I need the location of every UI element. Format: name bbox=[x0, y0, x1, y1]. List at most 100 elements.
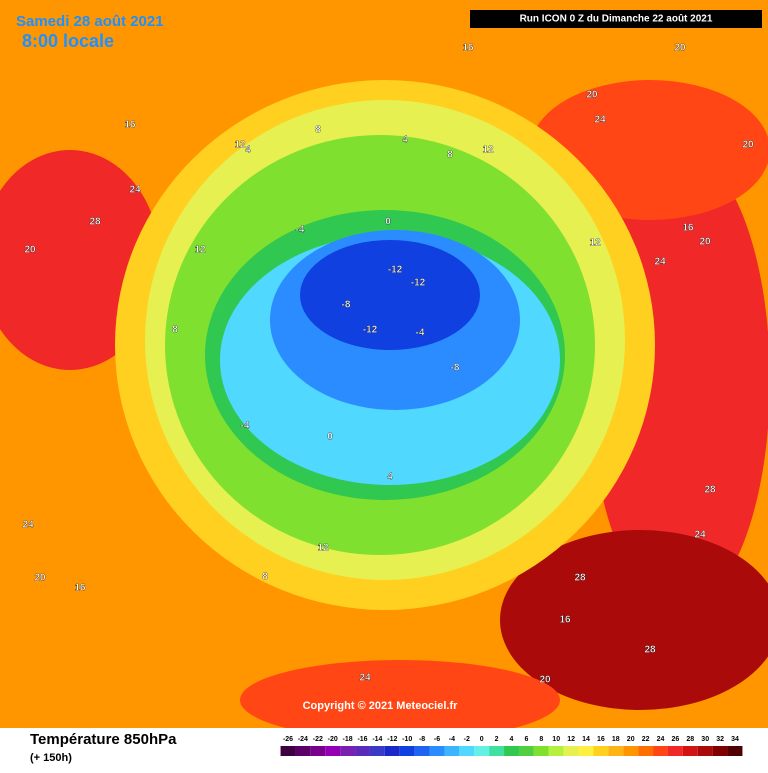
copyright: Copyright © 2021 Meteociel.fr bbox=[303, 700, 459, 712]
isotherm-label: 12 bbox=[482, 145, 494, 156]
isotherm-label: 16 bbox=[682, 223, 694, 234]
scale-swatch bbox=[623, 746, 639, 756]
scale-swatch bbox=[310, 746, 326, 756]
scale-tick-label: 16 bbox=[597, 736, 605, 743]
scale-tick-label: 0 bbox=[480, 736, 484, 743]
scale-swatch bbox=[518, 746, 534, 756]
scale-swatch bbox=[593, 746, 609, 756]
isotherm-label: 24 bbox=[22, 520, 34, 531]
run-banner bbox=[470, 10, 762, 28]
scale-swatch bbox=[340, 746, 356, 756]
scale-swatch bbox=[682, 746, 698, 756]
isotherm-label: -8 bbox=[451, 363, 460, 374]
scale-swatch bbox=[504, 746, 519, 756]
scale-tick-label: -18 bbox=[343, 736, 353, 743]
scale-tick-label: -8 bbox=[419, 736, 425, 743]
scale-tick-label: -10 bbox=[402, 736, 412, 743]
scale-tick-label: -12 bbox=[387, 736, 397, 743]
isotherm-label: 16 bbox=[559, 615, 571, 626]
scale-swatch bbox=[280, 746, 296, 756]
scale-tick-label: 30 bbox=[701, 736, 709, 743]
scale-swatch bbox=[429, 746, 445, 756]
scale-swatch bbox=[712, 746, 728, 756]
scale-tick-label: -24 bbox=[298, 736, 308, 743]
scale-swatch bbox=[667, 746, 683, 756]
scale-tick-label: 4 bbox=[510, 736, 514, 743]
scale-tick-label: 34 bbox=[731, 736, 739, 743]
forecast-date: Samedi 28 août 2021 bbox=[16, 13, 164, 30]
isotherm-label: 24 bbox=[594, 115, 606, 126]
scale-swatch bbox=[295, 746, 311, 756]
isotherm-label: 28 bbox=[704, 485, 716, 496]
scale-tick-label: 14 bbox=[582, 736, 590, 743]
scale-swatch bbox=[474, 746, 490, 756]
isotherm-label: 20 bbox=[34, 573, 46, 584]
scale-swatch bbox=[578, 746, 594, 756]
scale-tick-label: -22 bbox=[313, 736, 323, 743]
hot-area bbox=[500, 530, 768, 710]
scale-swatch bbox=[727, 746, 743, 756]
scale-swatch bbox=[608, 746, 624, 756]
scale-tick-label: -2 bbox=[464, 736, 470, 743]
scale-tick-label: 20 bbox=[627, 736, 635, 743]
scale-tick-label: 22 bbox=[642, 736, 650, 743]
isotherm-label: -12 bbox=[388, 265, 403, 276]
isotherm-label: 4 bbox=[245, 145, 251, 156]
scale-swatch bbox=[399, 746, 415, 756]
isotherm-label: 20 bbox=[24, 245, 36, 256]
scale-tick-label: 6 bbox=[524, 736, 528, 743]
scale-tick-label: -20 bbox=[328, 736, 338, 743]
scale-tick-label: 8 bbox=[539, 736, 543, 743]
scale-swatch bbox=[489, 746, 505, 756]
very-cold-area bbox=[300, 240, 480, 350]
scale-tick-label: 2 bbox=[495, 736, 499, 743]
isotherm-label: 12 bbox=[234, 140, 246, 151]
isotherm-label: 8 bbox=[315, 125, 321, 136]
scale-tick-label: 24 bbox=[657, 736, 665, 743]
isotherm-label: 12 bbox=[194, 245, 206, 256]
isotherm-label: 28 bbox=[89, 217, 101, 228]
isotherm-label: -8 bbox=[342, 300, 351, 311]
scale-tick-label: 12 bbox=[567, 736, 575, 743]
isotherm-label: 4 bbox=[402, 135, 408, 146]
isotherm-label: 12 bbox=[589, 238, 601, 249]
forecast-time: 8:00 locale bbox=[22, 31, 114, 51]
isotherm-label: -4 bbox=[416, 328, 425, 339]
isotherm-label: 24 bbox=[359, 673, 371, 684]
scale-swatch bbox=[697, 746, 713, 756]
scale-swatch bbox=[369, 746, 385, 756]
scale-tick-label: 26 bbox=[672, 736, 680, 743]
scale-swatch bbox=[444, 746, 460, 756]
scale-tick-label: -14 bbox=[372, 736, 382, 743]
isotherm-label: 24 bbox=[129, 185, 141, 196]
scale-tick-label: -26 bbox=[283, 736, 293, 743]
isotherm-label: 24 bbox=[654, 257, 666, 268]
isotherm-label: 16 bbox=[124, 120, 136, 131]
color-legend: -26 -24 -22 -20 -18 -16 -14 -12 -10 -8 -6 -4 -2 0 2 4 6 8… bbox=[280, 736, 743, 756]
isotherm-label: -4 bbox=[241, 421, 250, 432]
scale-swatch bbox=[355, 746, 370, 756]
scale-tick-label: 18 bbox=[612, 736, 620, 743]
isotherm-label: 0 bbox=[327, 432, 333, 443]
scale-tick-label: -16 bbox=[357, 736, 367, 743]
footer-lead: (+ 150h) bbox=[30, 752, 72, 764]
scale-tick-label: -6 bbox=[434, 736, 440, 743]
scale-swatch bbox=[653, 746, 668, 756]
isotherm-label: 16 bbox=[74, 583, 86, 594]
scale-tick-label: 10 bbox=[552, 736, 560, 743]
scale-swatch bbox=[459, 746, 475, 756]
isotherm-label: 24 bbox=[694, 530, 706, 541]
isotherm-label: 16 bbox=[462, 43, 474, 54]
scale-swatch bbox=[325, 746, 341, 756]
scale-tick-label: -4 bbox=[449, 736, 455, 743]
isotherm-label: 28 bbox=[644, 645, 656, 656]
scale-swatch bbox=[414, 746, 430, 756]
isotherm-label: -12 bbox=[363, 325, 378, 336]
isotherm-label: 4 bbox=[387, 472, 393, 483]
isotherm-label: -4 bbox=[296, 225, 305, 236]
run-info: Run ICON 0 Z du Dimanche 22 août 2021 bbox=[520, 14, 713, 25]
isotherm-label: 20 bbox=[539, 675, 551, 686]
isotherm-label: 12 bbox=[317, 543, 329, 554]
footer-title: Température 850hPa bbox=[30, 731, 177, 748]
